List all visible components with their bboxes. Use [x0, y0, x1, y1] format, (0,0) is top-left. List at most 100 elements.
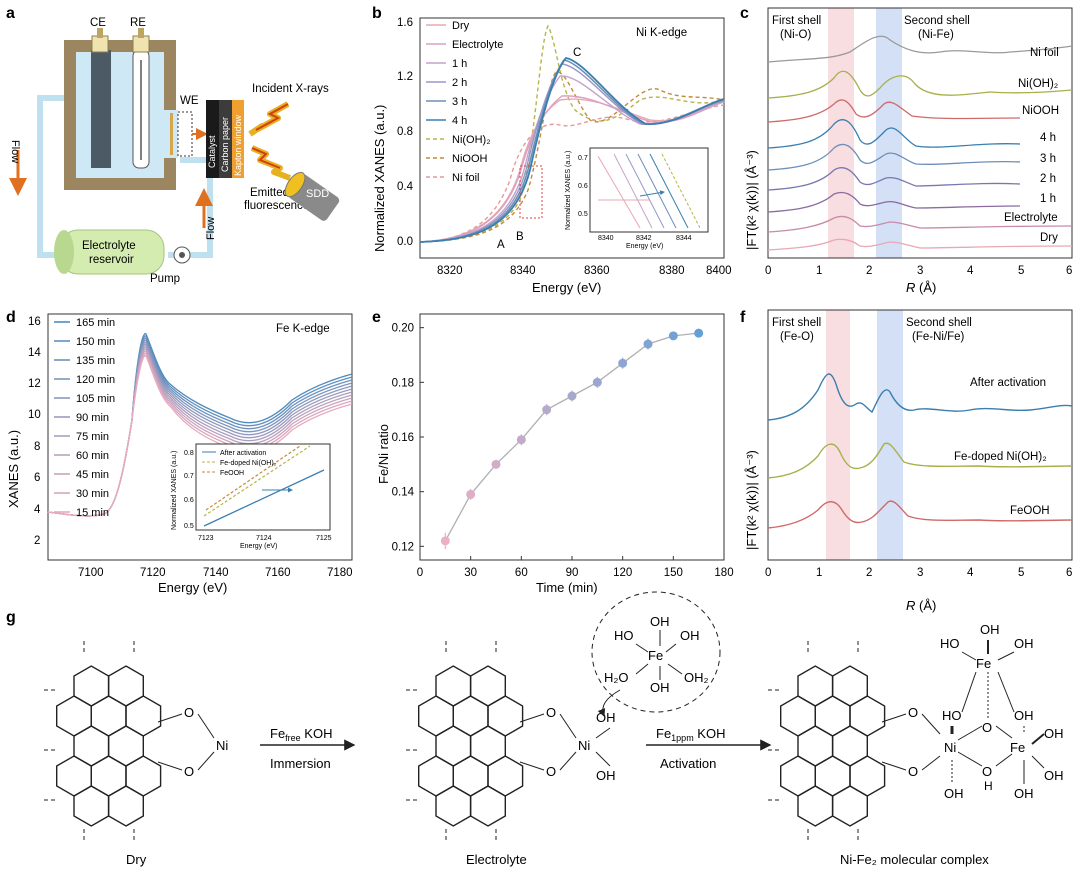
y-tick-label: 0.18 — [392, 377, 414, 389]
data-point — [516, 435, 526, 445]
data-point — [694, 328, 704, 338]
legend-item: 75 min — [76, 431, 109, 443]
aromatic-ring — [487, 755, 524, 797]
panel-d-xlabel: Energy (eV) — [158, 580, 227, 595]
emitted-xray-icon — [250, 145, 292, 181]
panel-d: XANES (a.u.) Energy (eV) Fe K-edge 7100 … — [6, 313, 353, 595]
kapton-layer — [232, 100, 244, 178]
curve-label: Dry — [1040, 232, 1058, 244]
aromatic-ring — [107, 725, 144, 767]
arrow1-top: Fefree KOH — [270, 726, 332, 743]
inset-tick: 0.5 — [578, 211, 588, 218]
y-tick-label: 0.12 — [392, 541, 414, 553]
atom-o: O — [908, 764, 918, 779]
curve-4h — [767, 119, 1021, 149]
curve-label: After activation — [970, 377, 1046, 389]
atom-o: O — [184, 764, 194, 779]
panel-b-axes — [419, 17, 725, 259]
panel-b-yticks: 0.0 0.4 0.8 1.2 1.6 — [397, 17, 414, 248]
atom-o: O — [982, 720, 992, 735]
aromatic-ring — [797, 665, 834, 707]
aromatic-ring — [56, 755, 92, 797]
data-point — [542, 405, 552, 415]
panel-letter-e: e — [372, 309, 381, 326]
panel-c-second-shell-sub: (Ni-Fe) — [918, 29, 954, 41]
kapton-label: Kapton window — [233, 114, 243, 176]
panel-f-first-shell-sub: (Fe-O) — [780, 331, 814, 343]
aromatic-ring — [418, 695, 454, 737]
panel-b-xlabel: Energy (eV) — [532, 280, 601, 295]
marker-c: C — [573, 47, 581, 59]
aromatic-ring — [831, 665, 868, 707]
tick: 0.0 — [397, 236, 413, 248]
curve-ni-foil — [767, 35, 1073, 63]
aromatic-ring — [452, 695, 489, 737]
fe-aqua-complex — [591, 591, 721, 713]
aromatic-ring — [73, 665, 110, 707]
data-point — [440, 536, 450, 546]
ligand: OH — [1014, 786, 1034, 801]
panel-b-inset: Normalized XANES (a.u.) Energy (eV) 8340… — [565, 147, 709, 250]
curve-niooh — [767, 99, 1021, 123]
flow-label-right: Flow — [205, 217, 217, 240]
panel-e-ylabel: Fe/Ni ratio — [376, 424, 391, 484]
emitted-label-2: fluorescence — [244, 200, 309, 212]
panel-b-title: Ni K-edge — [636, 27, 687, 39]
curve-after-activation — [767, 373, 1073, 421]
tick: 0.8 — [397, 126, 413, 138]
curve-fe-doped-ni-oh2 — [767, 442, 1073, 479]
curve-electrolyte — [767, 215, 1073, 233]
y-tick-label: 0.20 — [392, 323, 414, 335]
atom-ni: Ni — [944, 740, 956, 755]
tick: 5 — [1018, 265, 1024, 277]
curve-label: Ni foil — [1030, 47, 1059, 59]
legend-item: 45 min — [76, 469, 109, 481]
inset-tick: 0.7 — [184, 473, 194, 480]
atom-o: O — [982, 764, 992, 779]
legend-item: 90 min — [76, 412, 109, 424]
data-point — [466, 489, 476, 499]
emitted-label-1: Emitted — [250, 187, 289, 199]
tick: 4 — [967, 265, 974, 277]
incident-xray-icon — [248, 101, 290, 137]
ligand: OH — [944, 786, 964, 801]
tick: 3 — [917, 567, 923, 579]
aromatic-ring — [469, 785, 506, 827]
tick: 7160 — [265, 567, 291, 579]
catalyst-layer — [206, 100, 219, 178]
aromatic-ring — [73, 725, 110, 767]
panel-f-first-shell: First shell — [772, 317, 821, 329]
fe-xanes-curves — [47, 333, 353, 517]
tick: 2 — [866, 567, 872, 579]
panel-letter-g: g — [6, 609, 16, 626]
data-point — [643, 339, 653, 349]
tick: 1 — [816, 567, 822, 579]
curve-label: Ni(OH)₂ — [1018, 78, 1058, 90]
aromatic-ring — [849, 695, 886, 737]
panel-f-second-shell-sub: (Fe-Ni/Fe) — [912, 331, 965, 343]
panel-b-legend: Dry Electrolyte 1 h 2 h 3 h 4 h Ni(OH)₂ … — [426, 20, 503, 184]
legend-item: 60 min — [76, 450, 109, 462]
fe-center: Fe — [648, 648, 663, 663]
atom-o: O — [908, 705, 918, 720]
panel-f-xlabel: R (Å) — [906, 598, 936, 613]
aromatic-ring — [73, 785, 110, 827]
legend-item: 150 min — [76, 336, 115, 348]
catalyst-label: Catalyst — [207, 135, 217, 168]
panel-f: First shell (Fe-O) Second shell (Fe-Ni/F… — [744, 309, 1073, 613]
panel-e-xticks: 0 30 60 90 120 150 180 — [417, 556, 734, 579]
atom-h: H — [984, 779, 993, 793]
inset-tick: 0.5 — [184, 523, 194, 530]
aromatic-ring — [849, 755, 886, 797]
legend-item: 2 h — [452, 77, 467, 89]
aromatic-ring — [780, 755, 816, 797]
tick: 6 — [34, 472, 40, 484]
legend-item: Ni foil — [452, 172, 480, 184]
aromatic-ring — [797, 785, 834, 827]
marker-b: B — [516, 231, 524, 243]
tick: 7100 — [78, 567, 104, 579]
curve-dry — [419, 98, 725, 243]
atom-fe: Fe — [976, 656, 991, 671]
atom-o: O — [546, 764, 556, 779]
panel-c-first-shell: First shell — [772, 15, 821, 27]
